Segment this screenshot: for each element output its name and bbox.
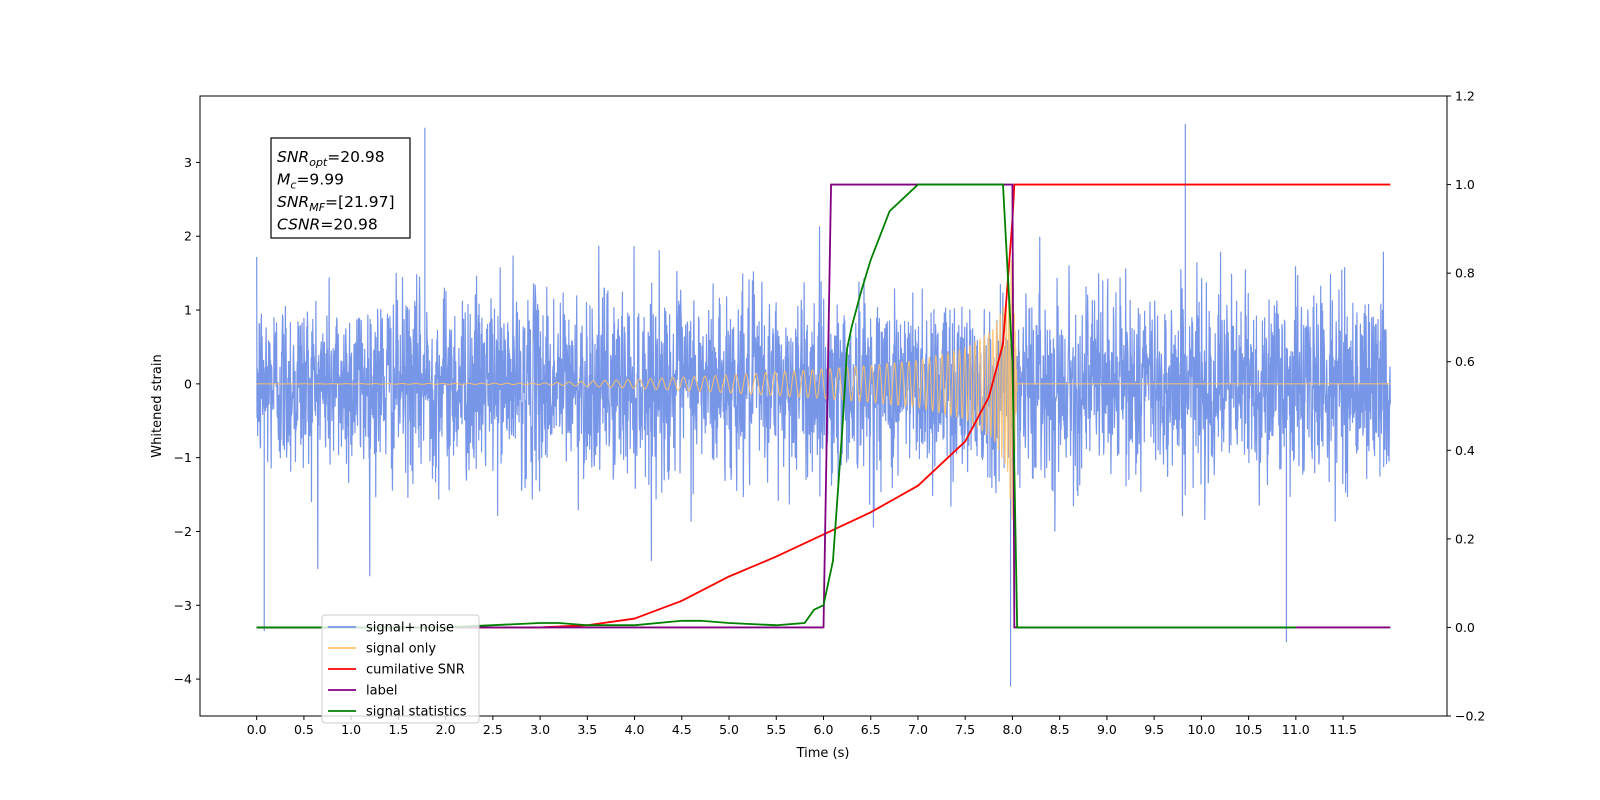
info-symbol: CSNR (277, 216, 320, 234)
info-box: SNRopt=20.98Mc=9.99SNRMF=[21.97]CSNR=20.… (270, 137, 411, 239)
x-tick-label: 6.5 (861, 722, 881, 737)
series-signal-noise (256, 124, 1391, 687)
right-y-tick-label: 0.2 (1455, 531, 1475, 546)
right-y-tick-label: 1.0 (1455, 177, 1475, 192)
info-subscript: c (290, 179, 296, 192)
legend-label: signal+ noise (366, 621, 454, 636)
info-value: =[21.97] (325, 193, 394, 211)
x-tick-label: 11.5 (1329, 722, 1357, 737)
left-y-tick-label: −3 (174, 598, 192, 613)
series-layer (256, 124, 1391, 687)
right-y-tick-label: 1.2 (1455, 89, 1475, 104)
x-tick-label: 5.0 (719, 722, 739, 737)
left-y-tick-label: −1 (174, 450, 192, 465)
legend-label: cumilative SNR (366, 663, 465, 678)
info-box-line: SNRMF=[21.97] (277, 193, 395, 214)
legend: signal+ noise signal only cumilative SNR la… (321, 614, 480, 724)
info-symbol: SNR (277, 148, 309, 166)
right-y-axis-ticks: −0.2 0.0 0.2 0.4 0.6 0.8 1.0 1.2 (1447, 89, 1485, 724)
right-y-tick-label: 0.8 (1455, 266, 1475, 281)
x-axis-label: Time (s) (796, 746, 850, 761)
legend-label: signal statistics (366, 705, 467, 720)
info-box-line: Mc=9.99 (277, 171, 344, 192)
info-subscript: MF (309, 201, 325, 214)
x-tick-label: 4.0 (625, 722, 645, 737)
y-axis-label: Whitened strain (150, 354, 165, 457)
info-value: =20.98 (327, 148, 384, 166)
info-subscript: opt (309, 156, 328, 169)
x-tick-label: 0.0 (247, 722, 267, 737)
right-y-tick-label: 0.0 (1455, 620, 1475, 635)
series-signal-statistics (256, 183, 1296, 629)
x-tick-label: 8.5 (1050, 722, 1070, 737)
x-tick-label: 1.0 (341, 722, 361, 737)
left-y-tick-label: 0 (184, 376, 192, 391)
left-y-tick-label: 2 (184, 229, 192, 244)
info-symbol: SNR (277, 193, 309, 211)
x-tick-label: 2.5 (483, 722, 503, 737)
legend-label: label (366, 684, 397, 699)
right-y-tick-label: 0.4 (1455, 443, 1475, 458)
left-y-tick-label: −2 (174, 524, 192, 539)
x-tick-label: 0.5 (294, 722, 314, 737)
legend-frame (321, 614, 480, 724)
info-box-frame (270, 137, 411, 239)
x-tick-label: 8.0 (1002, 722, 1022, 737)
x-tick-label: 5.5 (766, 722, 786, 737)
x-tick-label: 10.5 (1235, 722, 1263, 737)
right-y-tick-label: 0.6 (1455, 354, 1475, 369)
left-y-tick-label: −4 (174, 672, 192, 687)
x-tick-label: 1.5 (388, 722, 408, 737)
x-tick-label: 10.0 (1187, 722, 1215, 737)
x-tick-label: 9.0 (1097, 722, 1117, 737)
legend-label: signal only (366, 642, 436, 657)
x-tick-label: 6.0 (814, 722, 834, 737)
x-tick-label: 3.0 (530, 722, 550, 737)
info-box-line: SNRopt=20.98 (277, 148, 385, 169)
x-tick-label: 7.5 (955, 722, 975, 737)
x-tick-label: 9.5 (1144, 722, 1164, 737)
x-tick-label: 7.0 (908, 722, 928, 737)
x-tick-label: 2.0 (436, 722, 456, 737)
x-tick-label: 4.5 (672, 722, 692, 737)
info-value: =20.98 (320, 216, 377, 234)
x-tick-label: 3.5 (577, 722, 597, 737)
series-signal-only (256, 260, 1391, 520)
left-y-tick-label: 3 (184, 155, 192, 170)
x-axis-ticks: 0.0 0.5 1.0 1.5 2.0 2.5 3.0 3.5 4.0 4.5 5.0 5.5 6.0 6… (247, 716, 1357, 737)
right-y-tick-label: −0.2 (1455, 709, 1485, 724)
info-symbol: M (277, 171, 290, 189)
left-y-tick-label: 1 (184, 303, 192, 318)
info-box-line: CSNR=20.98 (277, 216, 378, 234)
left-y-axis-ticks: −4 −3 −2 −1 0 1 2 3 (174, 155, 200, 687)
x-tick-label: 11.0 (1282, 722, 1310, 737)
info-value: =9.99 (296, 171, 344, 189)
